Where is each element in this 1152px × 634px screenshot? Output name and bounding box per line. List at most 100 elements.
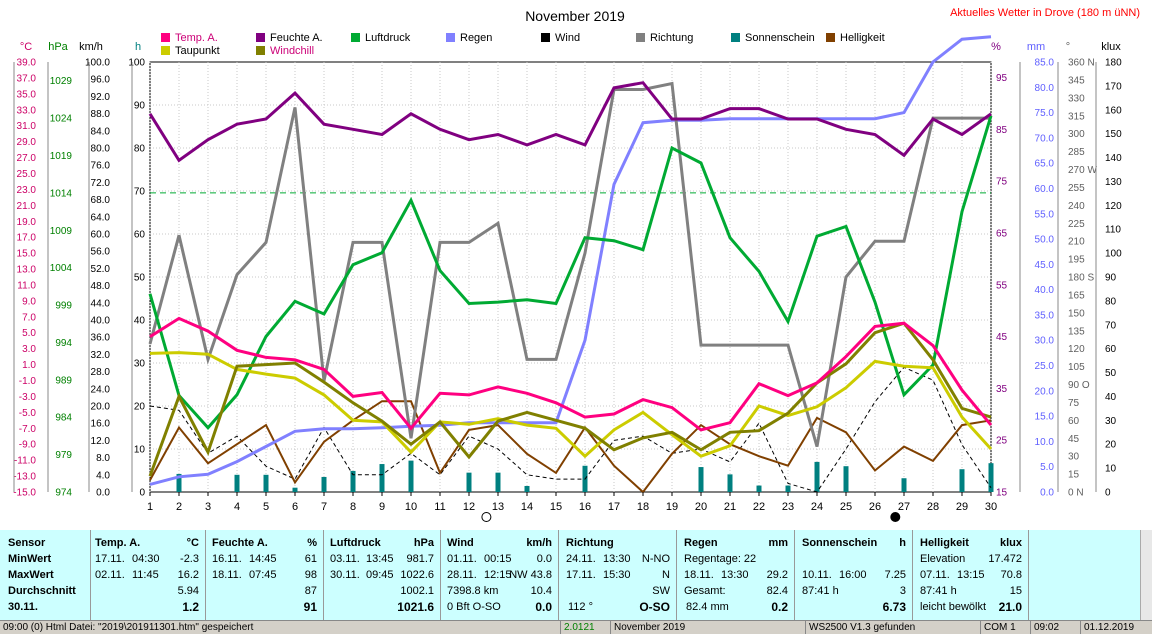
rain-axis-tick: 10.0	[1035, 437, 1055, 448]
hum-max-date: 18.11.	[212, 569, 242, 581]
humidity-axis-tick: 55	[996, 280, 1008, 291]
temp-axis-tick: -13.0	[13, 472, 36, 483]
rain-axis-tick: 30.0	[1035, 336, 1055, 347]
status-version: 2.0121	[560, 621, 595, 634]
dir-max-date: 17.11.	[566, 569, 596, 581]
rain-axis-tick: 50.0	[1035, 235, 1055, 246]
x-tick-label: 18	[637, 501, 649, 513]
x-tick-label: 15	[550, 501, 562, 513]
x-tick-label: 14	[521, 501, 533, 513]
sunshine-bar	[495, 472, 501, 492]
direction-axis-tick: 75	[1068, 398, 1080, 409]
temp-axis-tick: -1.0	[19, 376, 37, 387]
direction-axis-tick: 270 W	[1068, 165, 1097, 176]
press-unit: hPa	[413, 537, 434, 549]
pressure-axis-tick: 1009	[50, 226, 73, 237]
legend-label: Feuchte A.	[270, 32, 323, 44]
direction-axis-tick: 120	[1068, 344, 1085, 355]
dir-today-value: O-SO	[639, 600, 670, 614]
temp-max-time: 11:45	[132, 569, 159, 581]
wind-axis-tick: 0.0	[96, 488, 110, 499]
x-tick-label: 29	[956, 501, 968, 513]
wind-axis-tick: 84.0	[91, 126, 111, 137]
rain-axis-tick: 0.0	[1040, 488, 1054, 499]
temp-head: Temp. A.	[95, 537, 141, 549]
wind-axis-tick: 100.0	[85, 58, 110, 69]
chart-legend: Temp. A.Taupunkt Feuchte A.Windchill Luftd…	[161, 32, 885, 57]
light-max-time: 13:15	[957, 569, 985, 581]
axis-unit-wind: km/h	[79, 41, 103, 53]
sun-max-time: 16:00	[839, 569, 867, 581]
status-month: November 2019	[610, 621, 685, 634]
row-label-max: MaxWert	[8, 569, 54, 581]
humidity-axis-tick: 95	[996, 73, 1008, 84]
rain-line	[149, 35, 992, 486]
temp-min-value: -2.3	[180, 553, 199, 565]
summary-scrollbar[interactable]	[1140, 530, 1152, 620]
sun-today-value: 6.73	[882, 600, 906, 614]
rain-total-value: 82.4	[766, 585, 788, 597]
legend-label: Helligkeit	[840, 32, 885, 44]
legend-label: Luftdruck	[365, 32, 411, 44]
sunshine-bar	[466, 472, 472, 492]
pressure-axis-tick: 1024	[50, 114, 73, 125]
axis-unit-pressure: hPa	[48, 41, 68, 53]
hum-min-time: 14:45	[249, 553, 277, 565]
x-tick-label: 5	[263, 501, 269, 513]
pressure-line	[148, 115, 993, 430]
rain-axis-tick: 65.0	[1035, 159, 1055, 170]
rain-head: Regen	[684, 537, 718, 549]
direction-axis-tick: 0 N	[1068, 488, 1084, 499]
wind-avg-value: 10.4	[530, 585, 552, 597]
x-tick-label: 12	[463, 501, 475, 513]
sun-avg-value: 3	[899, 585, 906, 597]
temp-axis-tick: 39.0	[17, 58, 37, 69]
x-tick-label: 24	[811, 501, 823, 513]
dir-today-degrees: 112 °	[568, 601, 593, 613]
legend-label: Temp. A.	[175, 32, 218, 44]
klux-axis-tick: 130	[1105, 177, 1122, 188]
x-tick-label: 28	[927, 501, 939, 513]
light-today-value: 21.0	[998, 600, 1022, 614]
direction-axis-tick: 360 N	[1068, 58, 1095, 69]
temp-axis-tick: 3.0	[22, 344, 36, 355]
dir-max-value: N	[662, 569, 670, 581]
klux-axis-tick: 140	[1105, 153, 1122, 164]
klux-axis-tick: 80	[1105, 296, 1117, 307]
pressure-axis-tick: 974	[55, 488, 72, 499]
summary-col-wind: Wind km/h 01.11. 00:15 0.0 28.11. 12:15 NW 43…	[440, 530, 559, 620]
hum-unit: %	[307, 537, 317, 549]
rain-axis-tick: 25.0	[1035, 361, 1055, 372]
temp-axis-tick: 29.0	[17, 137, 37, 148]
sunshine-axis-tick: 30	[134, 359, 146, 370]
elevation-value: 17.472	[988, 553, 1022, 565]
x-tick-label: 23	[782, 501, 794, 513]
sunshine-bar	[843, 466, 849, 492]
direction-axis-tick: 240	[1068, 201, 1085, 212]
axis-unit-klux: klux	[1101, 41, 1121, 53]
wind-min-value: 0.0	[536, 553, 552, 565]
pressure-axis-tick: 1004	[50, 263, 73, 274]
wind-axis-tick: 32.0	[91, 350, 111, 361]
dewpoint-line	[149, 351, 993, 459]
direction-axis-tick: 315	[1068, 111, 1085, 122]
sunshine-axis-tick: 20	[134, 402, 146, 413]
x-tick-label: 26	[869, 501, 881, 513]
rain-max-value: 29.2	[766, 569, 788, 581]
sunshine-bar	[988, 463, 994, 492]
press-min-date: 03.11.	[330, 553, 360, 565]
sunshine-bar	[176, 473, 182, 492]
rain-axis-tick: 85.0	[1035, 58, 1055, 69]
full-moon-icon	[481, 512, 492, 522]
pressure-axis-tick: 984	[55, 413, 72, 424]
row-label-min: MinWert	[8, 553, 52, 565]
hum-avg-value: 87	[304, 585, 317, 597]
sun-head: Sonnenschein	[802, 537, 878, 549]
brightness-line	[149, 400, 992, 494]
rain-max-date: 18.11.	[684, 569, 714, 581]
x-tick-label: 27	[898, 501, 910, 513]
klux-axis-tick: 180	[1105, 58, 1122, 69]
legend-label: Wind	[555, 32, 580, 44]
wind-axis-tick: 44.0	[91, 298, 111, 309]
status-message: 09:00 (0) Html Datei: "2019\201911301.ht…	[3, 622, 254, 633]
